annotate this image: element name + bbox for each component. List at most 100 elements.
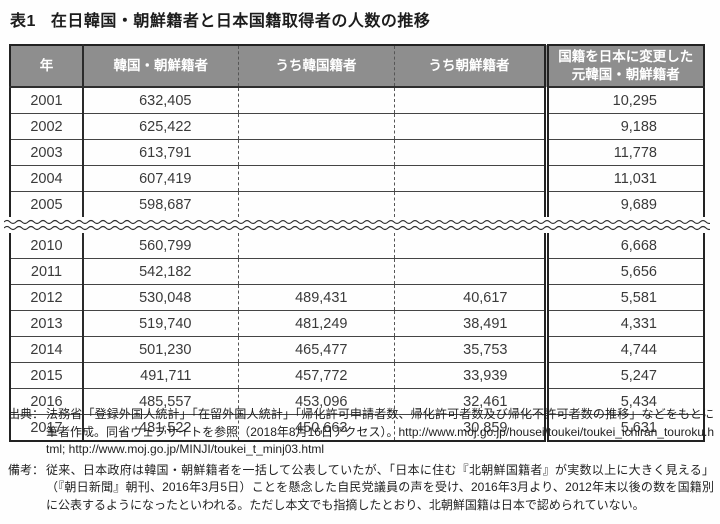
cell-naturalized: 9,689 bbox=[543, 191, 705, 217]
cell-year: 2004 bbox=[9, 165, 84, 192]
source-label: 出典： bbox=[8, 407, 45, 421]
cell-naturalized: 10,295 bbox=[543, 87, 705, 114]
cell-south-korean: 457,772 bbox=[238, 362, 395, 389]
cell-south-korean bbox=[238, 139, 395, 166]
cell-year: 2016 bbox=[9, 388, 84, 415]
col-header-year: 年 bbox=[9, 44, 84, 88]
cell-north-korean bbox=[394, 113, 546, 140]
cell-north-korean bbox=[394, 139, 546, 166]
table-break-row bbox=[4, 217, 710, 233]
remark-label: 備考： bbox=[8, 462, 45, 477]
cell-total: 613,791 bbox=[83, 139, 239, 166]
cell-naturalized: 11,778 bbox=[543, 139, 705, 166]
table-row: 2002 625,422 9,188 bbox=[9, 113, 705, 140]
col-header-north-korean: うち朝鮮籍者 bbox=[394, 44, 546, 88]
cell-south-korean bbox=[238, 87, 395, 114]
cell-total: 519,740 bbox=[83, 310, 239, 337]
wavy-break bbox=[4, 217, 710, 233]
cell-total: 501,230 bbox=[83, 336, 239, 363]
col-header-south-korean: うち韓国籍者 bbox=[238, 44, 395, 88]
cell-north-korean bbox=[394, 87, 546, 114]
cell-year: 2003 bbox=[9, 139, 84, 166]
cell-north-korean: 33,939 bbox=[394, 362, 546, 389]
cell-year: 2012 bbox=[9, 284, 84, 311]
col-header-naturalized: 国籍を日本に変更した 元韓国・朝鮮籍者 bbox=[543, 44, 705, 88]
table-row: 2017 481,522 450,663 30,859 5,631 bbox=[9, 414, 705, 442]
cell-total: 560,799 bbox=[83, 233, 239, 259]
cell-year: 2015 bbox=[9, 362, 84, 389]
source-text: 法務省「登録外国人統計」「在留外国人統計」「帰化許可申請者数、帰化許可者数及び帰… bbox=[46, 407, 714, 457]
table-row: 2015 491,711 457,772 33,939 5,247 bbox=[9, 362, 705, 389]
table-row: 2016 485,557 453,096 32,461 5,434 bbox=[9, 388, 705, 415]
table-header: 年韓国・朝鮮籍者 うち韓国籍者 うち朝鮮籍者 国籍を日本に変更した 元韓国・朝鮮籍者 bbox=[9, 44, 705, 88]
cell-total: 607,419 bbox=[83, 165, 239, 192]
cell-total: 530,048 bbox=[83, 284, 239, 311]
table-row: 2012 530,048 489,431 40,617 5,581 bbox=[9, 284, 705, 311]
cell-total: 625,422 bbox=[83, 113, 239, 140]
cell-total: 481,522 bbox=[83, 414, 239, 442]
cell-naturalized: 5,247 bbox=[543, 362, 705, 389]
cell-south-korean: 450,663 bbox=[238, 414, 395, 442]
cell-total: 491,711 bbox=[83, 362, 239, 389]
cell-year: 2014 bbox=[9, 336, 84, 363]
cell-south-korean: 465,477 bbox=[238, 336, 395, 363]
cell-south-korean bbox=[238, 258, 395, 285]
table-row: 2013 519,740 481,249 38,491 4,331 bbox=[9, 310, 705, 337]
remark-note: 備考： 従来、日本政府は韓国・朝鮮籍者を一括して公表していたが、「日本に住む『北… bbox=[8, 462, 714, 515]
cell-year: 2005 bbox=[9, 191, 84, 217]
cell-south-korean: 489,431 bbox=[238, 284, 395, 311]
cell-south-korean bbox=[238, 191, 395, 217]
source-note: 出典： 法務省「登録外国人統計」「在留外国人統計」「帰化許可申請者数、帰化許可者… bbox=[8, 406, 714, 459]
cell-north-korean: 35,753 bbox=[394, 336, 546, 363]
table-row: 2004 607,419 11,031 bbox=[9, 165, 705, 192]
table-title-text: 在日韓国・朝鮮籍者と日本国籍取得者の人数の推移 bbox=[50, 13, 431, 30]
cell-naturalized: 4,744 bbox=[543, 336, 705, 363]
cell-south-korean bbox=[238, 233, 395, 259]
table-title: 表1 在日韓国・朝鮮籍者と日本国籍取得者の人数の推移 bbox=[10, 7, 430, 31]
cell-north-korean: 30,859 bbox=[394, 414, 546, 442]
cell-naturalized: 9,188 bbox=[543, 113, 705, 140]
cell-naturalized: 5,581 bbox=[543, 284, 705, 311]
table-body: 2001 632,405 10,295 2002 625,422 9,188 2003 613… bbox=[4, 87, 710, 442]
cell-north-korean bbox=[394, 233, 546, 259]
cell-north-korean: 40,617 bbox=[394, 284, 546, 311]
wave-line-icon bbox=[4, 219, 710, 231]
cell-total: 542,182 bbox=[83, 258, 239, 285]
cell-year: 2011 bbox=[9, 258, 84, 285]
table-row: 2005 598,687 9,689 bbox=[9, 191, 705, 217]
cell-total: 598,687 bbox=[83, 191, 239, 217]
cell-south-korean bbox=[238, 165, 395, 192]
cell-naturalized: 5,656 bbox=[543, 258, 705, 285]
table-row: 2010 560,799 6,668 bbox=[9, 233, 705, 259]
remark-text: 従来、日本政府は韓国・朝鮮籍者を一括して公表していたが、「日本に住む『北朝鮮国籍… bbox=[46, 462, 714, 512]
cell-total: 485,557 bbox=[83, 388, 239, 415]
cell-north-korean bbox=[394, 258, 546, 285]
cell-north-korean bbox=[394, 165, 546, 192]
cell-naturalized: 5,631 bbox=[543, 414, 705, 442]
cell-south-korean: 453,096 bbox=[238, 388, 395, 415]
cell-year: 2013 bbox=[9, 310, 84, 337]
cell-north-korean bbox=[394, 191, 546, 217]
cell-naturalized: 6,668 bbox=[543, 233, 705, 259]
header-row: 年韓国・朝鮮籍者 うち韓国籍者 うち朝鮮籍者 国籍を日本に変更した 元韓国・朝鮮籍者 bbox=[9, 44, 705, 88]
cell-year: 2017 bbox=[9, 414, 84, 442]
table-row: 2011 542,182 5,656 bbox=[9, 258, 705, 285]
cell-north-korean: 38,491 bbox=[394, 310, 546, 337]
cell-north-korean: 32,461 bbox=[394, 388, 546, 415]
table-number-label: 表1 bbox=[10, 13, 36, 30]
cell-year: 2010 bbox=[9, 233, 84, 259]
col-header-total: 韓国・朝鮮籍者 bbox=[83, 44, 239, 88]
table-row: 2001 632,405 10,295 bbox=[9, 87, 705, 114]
table-row: 2014 501,230 465,477 35,753 4,744 bbox=[9, 336, 705, 363]
cell-year: 2001 bbox=[9, 87, 84, 114]
cell-south-korean: 481,249 bbox=[238, 310, 395, 337]
cell-naturalized: 11,031 bbox=[543, 165, 705, 192]
data-table: 年韓国・朝鮮籍者 うち韓国籍者 うち朝鮮籍者 国籍を日本に変更した 元韓国・朝鮮籍者 … bbox=[4, 44, 710, 442]
cell-year: 2002 bbox=[9, 113, 84, 140]
notes-section: 出典： 法務省「登録外国人統計」「在留外国人統計」「帰化許可申請者数、帰化許可者… bbox=[8, 406, 714, 517]
cell-naturalized: 5,434 bbox=[543, 388, 705, 415]
cell-naturalized: 4,331 bbox=[543, 310, 705, 337]
table-row: 2003 613,791 11,778 bbox=[9, 139, 705, 166]
cell-total: 632,405 bbox=[83, 87, 239, 114]
